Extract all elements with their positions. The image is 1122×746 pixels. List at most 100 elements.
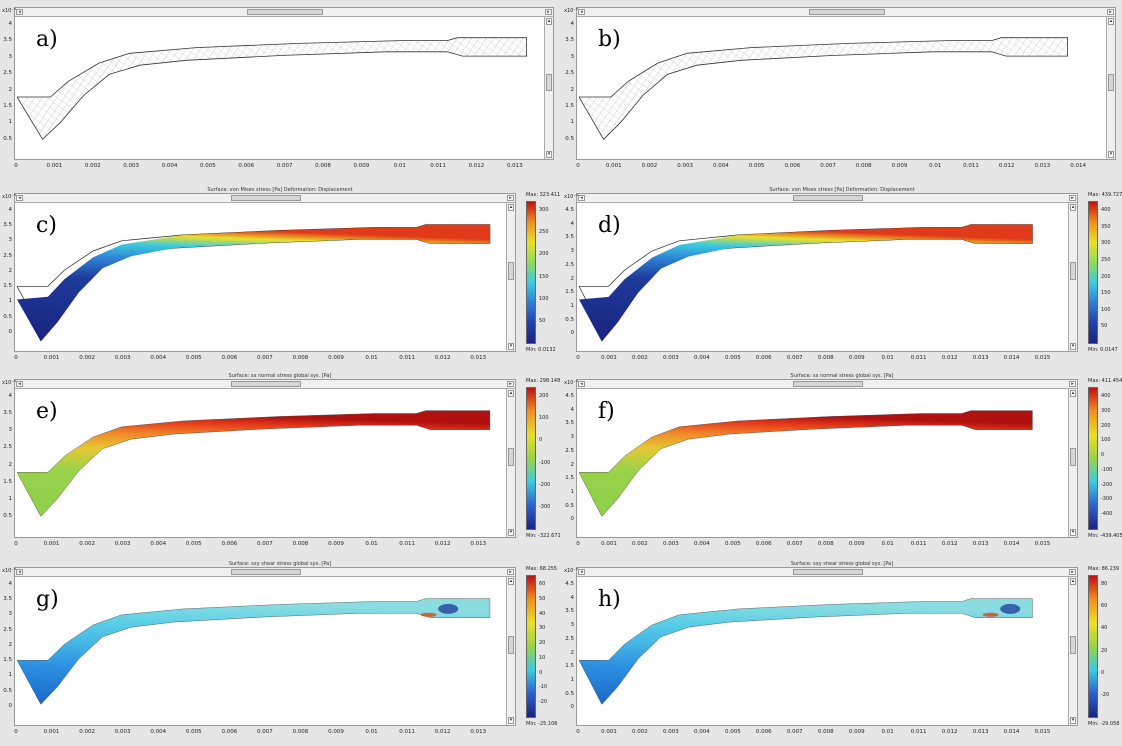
x-tick-label: 0.005 <box>199 163 216 169</box>
vertical-scrollbar[interactable]: ▴ ▾ <box>1068 389 1077 537</box>
colorbar <box>526 387 536 530</box>
horizontal-scrollbar[interactable]: ◂ ▸ <box>577 380 1077 389</box>
vertical-scrollbar[interactable]: ▴ ▾ <box>544 17 553 159</box>
scroll-right-button[interactable]: ▸ <box>1069 569 1076 575</box>
y-tick-label: 2.5 <box>565 635 574 642</box>
scroll-right-button[interactable]: ▸ <box>1107 9 1114 15</box>
horizontal-scrollbar[interactable]: ◂ ▸ <box>15 194 515 203</box>
horizontal-scrollbar[interactable]: ◂ ▸ <box>15 8 553 17</box>
y-tick-label: 3 <box>8 427 13 434</box>
panel-title: Surface: sx normal stress global sys. [P… <box>790 373 894 379</box>
scroll-up-button[interactable]: ▴ <box>508 390 514 397</box>
colorbar-tick-label: 40 <box>1101 625 1108 632</box>
scroll-thumb-horizontal[interactable] <box>247 9 323 15</box>
scroll-up-button[interactable]: ▴ <box>508 204 514 211</box>
y-tick-label: 1.5 <box>3 102 12 109</box>
plot-area: ◂ ▸ ▴ ▾ <box>14 379 516 538</box>
scroll-left-button[interactable]: ◂ <box>578 569 585 575</box>
x-tick-label: 0.007 <box>786 729 803 735</box>
vertical-scrollbar[interactable]: ▴ ▾ <box>506 203 515 351</box>
scroll-left-button[interactable]: ◂ <box>578 381 585 387</box>
x-tick-label: 0.008 <box>855 163 872 169</box>
scroll-thumb-horizontal[interactable] <box>792 381 864 387</box>
figure-panel-6: Surface: sx normal stress global sys. [P… <box>562 372 1122 558</box>
scroll-down-button[interactable]: ▾ <box>1108 151 1114 158</box>
scroll-down-button[interactable]: ▾ <box>1070 529 1076 536</box>
scroll-up-button[interactable]: ▴ <box>508 578 514 585</box>
scroll-left-button[interactable]: ◂ <box>578 9 585 15</box>
horizontal-scrollbar[interactable]: ◂ ▸ <box>577 8 1115 17</box>
y-tick-label: 1.5 <box>565 663 574 670</box>
scroll-thumb-horizontal[interactable] <box>809 9 885 15</box>
scroll-right-button[interactable]: ▸ <box>507 381 514 387</box>
vertical-scrollbar[interactable]: ▴ ▾ <box>1068 577 1077 725</box>
scroll-thumb-horizontal[interactable] <box>792 195 864 201</box>
x-tick-label: 0.015 <box>1034 541 1051 547</box>
x-tick-label: 0.011 <box>430 163 446 169</box>
scroll-thumb-vertical[interactable] <box>1070 262 1076 280</box>
y-tick-label: 1 <box>8 672 13 679</box>
x-tick-label: 0.001 <box>43 355 60 361</box>
plot-area: ◂ ▸ ▴ ▾ <box>14 567 516 726</box>
colorbar-tick-label: -400 <box>1101 511 1113 518</box>
y-tick-label: 4 <box>8 21 13 27</box>
scroll-up-button[interactable]: ▴ <box>1070 390 1076 397</box>
scroll-down-button[interactable]: ▾ <box>508 529 514 536</box>
scroll-up-button[interactable]: ▴ <box>546 18 552 25</box>
y-tick-label: 4 <box>570 21 575 27</box>
vertical-scrollbar[interactable]: ▴ ▾ <box>506 577 515 725</box>
vertical-scrollbar[interactable]: ▴ ▾ <box>506 389 515 537</box>
axis-exponent: x10⁻³ <box>564 194 578 200</box>
scroll-left-button[interactable]: ◂ <box>16 195 23 201</box>
colorbar-tick-label: 0 <box>539 437 543 444</box>
vertical-scrollbar[interactable]: ▴ ▾ <box>1068 203 1077 351</box>
scroll-up-button[interactable]: ▴ <box>1108 18 1114 25</box>
scroll-down-button[interactable]: ▾ <box>1070 343 1076 350</box>
scroll-right-button[interactable]: ▸ <box>545 9 552 15</box>
scroll-up-button[interactable]: ▴ <box>1070 204 1076 211</box>
scroll-left-button[interactable]: ◂ <box>16 569 23 575</box>
scroll-right-button[interactable]: ▸ <box>1069 195 1076 201</box>
scroll-thumb-vertical[interactable] <box>508 636 514 654</box>
scroll-right-button[interactable]: ▸ <box>507 569 514 575</box>
horizontal-scrollbar[interactable]: ◂ ▸ <box>15 568 515 577</box>
y-tick-label: 2.5 <box>3 252 12 259</box>
colorbar-tick-label: 200 <box>539 251 549 258</box>
horizontal-scrollbar[interactable]: ◂ ▸ <box>577 568 1077 577</box>
scroll-right-button[interactable]: ▸ <box>1069 381 1076 387</box>
scroll-thumb-horizontal[interactable] <box>230 195 302 201</box>
scroll-thumb-vertical[interactable] <box>508 448 514 466</box>
scroll-thumb-vertical[interactable] <box>508 262 514 280</box>
scroll-right-button[interactable]: ▸ <box>507 195 514 201</box>
scroll-down-button[interactable]: ▾ <box>508 717 514 724</box>
vertical-scrollbar[interactable]: ▴ ▾ <box>1106 17 1115 159</box>
scroll-up-button[interactable]: ▴ <box>1070 578 1076 585</box>
horizontal-scrollbar[interactable]: ◂ ▸ <box>577 194 1077 203</box>
scroll-thumb-vertical[interactable] <box>1070 448 1076 466</box>
y-tick-label: 0.5 <box>565 690 574 697</box>
x-tick-label: 0 <box>576 729 580 735</box>
scroll-thumb-vertical[interactable] <box>1108 73 1114 91</box>
x-tick-label: 0.007 <box>820 163 836 169</box>
horizontal-scrollbar[interactable]: ◂ ▸ <box>15 380 515 389</box>
scroll-down-button[interactable]: ▾ <box>1070 717 1076 724</box>
shear-high-spot <box>982 612 999 617</box>
scroll-thumb-horizontal[interactable] <box>792 569 864 575</box>
scroll-left-button[interactable]: ◂ <box>16 9 23 15</box>
scroll-down-button[interactable]: ▾ <box>508 343 514 350</box>
scroll-thumb-horizontal[interactable] <box>230 569 302 575</box>
x-tick-label: 0.008 <box>292 541 309 547</box>
y-tick-label: 0.5 <box>3 135 12 142</box>
scroll-left-button[interactable]: ◂ <box>578 195 585 201</box>
scroll-thumb-horizontal[interactable] <box>230 381 302 387</box>
y-tick-label: 1.5 <box>3 478 12 485</box>
y-tick-label: 2.5 <box>565 261 574 268</box>
scroll-left-button[interactable]: ◂ <box>16 381 23 387</box>
y-tick-label: 0.5 <box>3 687 12 694</box>
scroll-thumb-vertical[interactable] <box>1070 636 1076 654</box>
x-tick-label: 0.012 <box>998 163 1015 169</box>
x-tick-label: 0.002 <box>84 163 101 169</box>
colorbar-tick-label: 30 <box>539 625 546 632</box>
scroll-thumb-vertical[interactable] <box>546 73 552 91</box>
scroll-down-button[interactable]: ▾ <box>546 151 552 158</box>
